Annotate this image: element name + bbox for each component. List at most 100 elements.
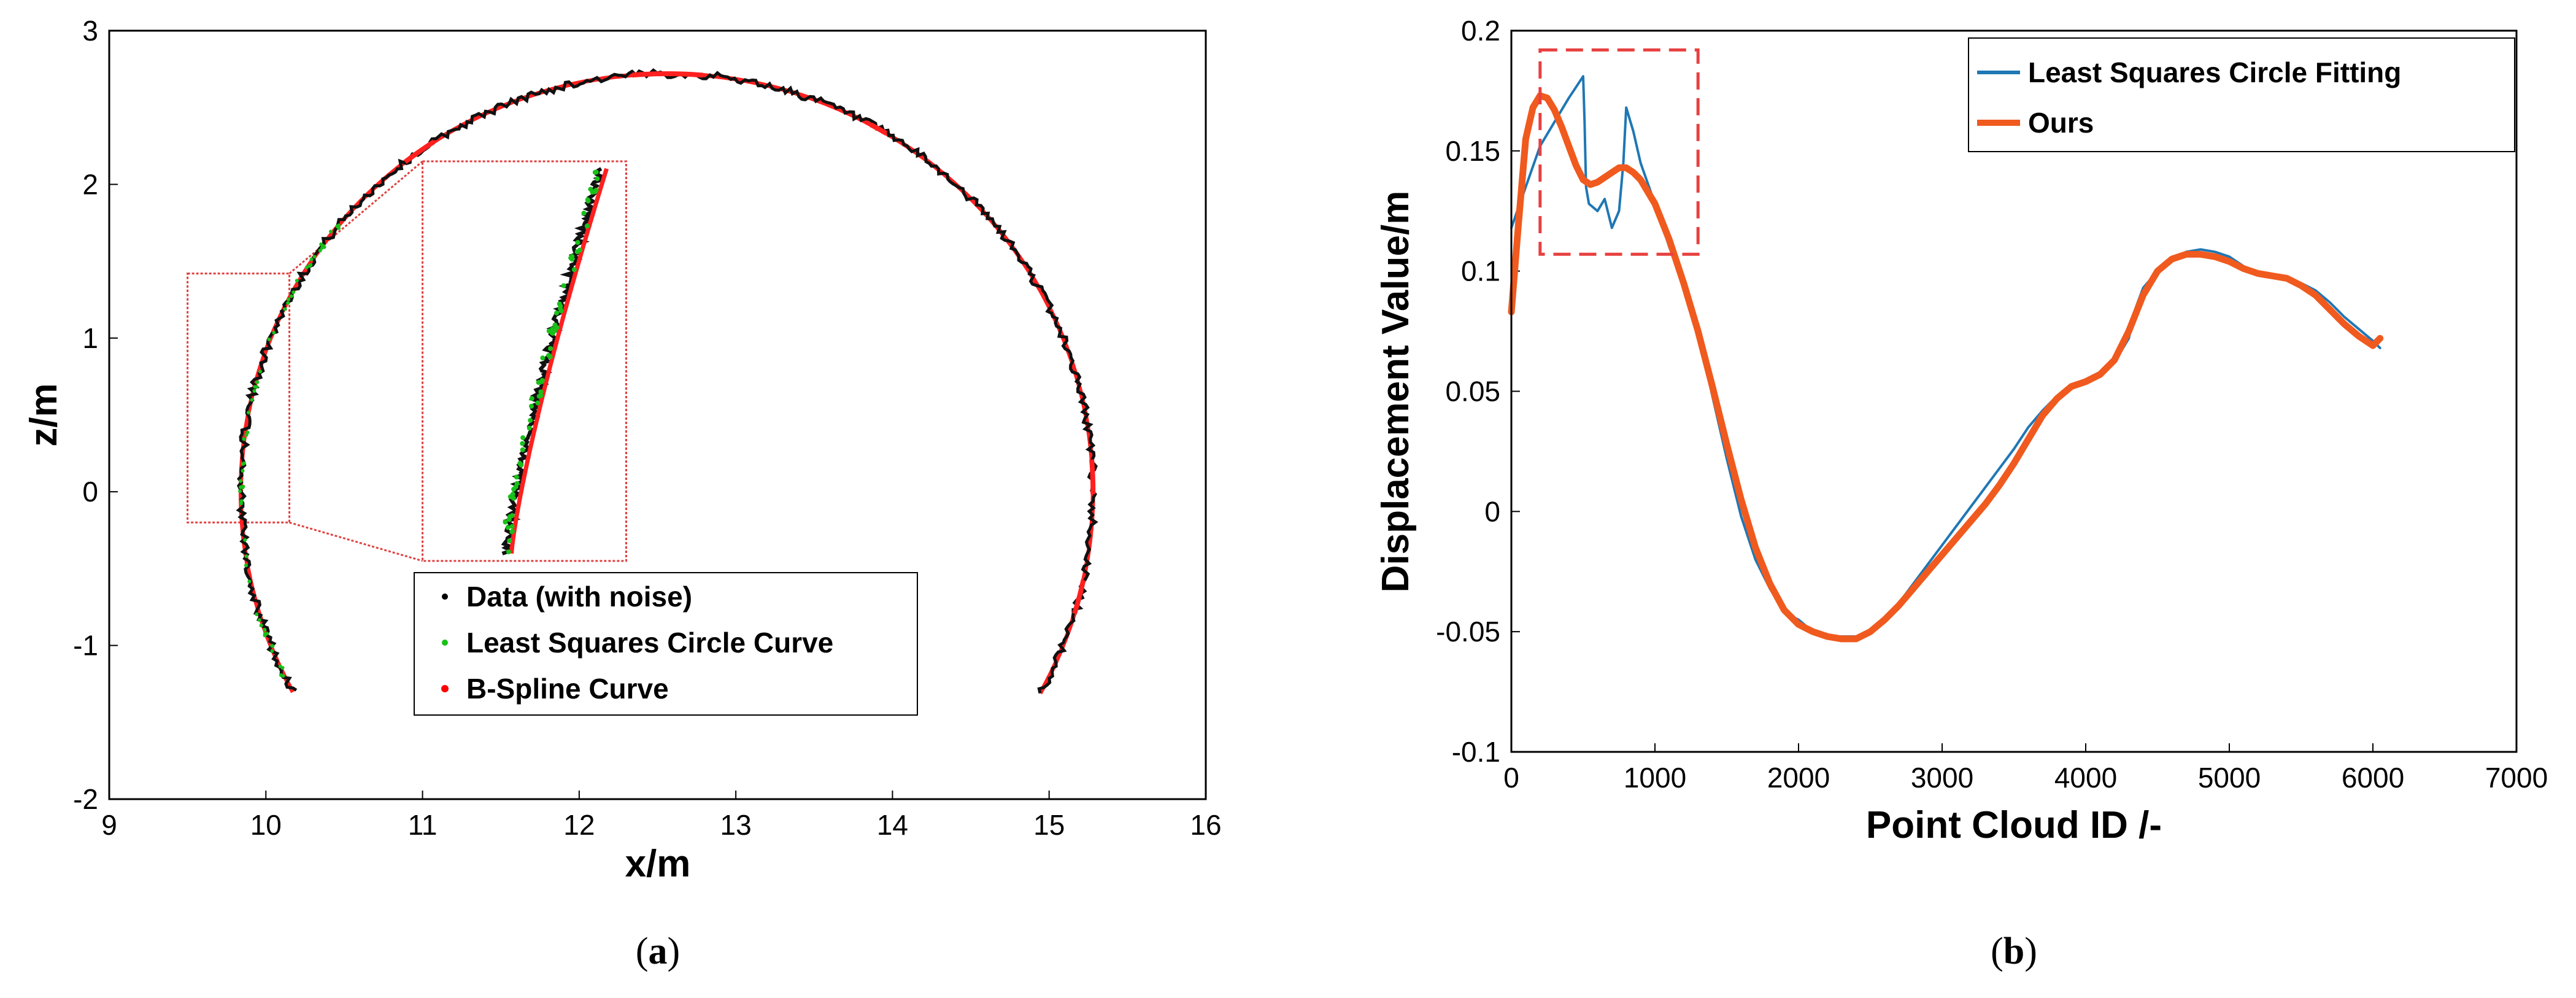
chart-a-zoom-source-box — [187, 273, 291, 524]
chart-b-plot-frame — [1510, 29, 2518, 753]
chart-a-inset-lsq-point — [506, 549, 511, 555]
chart-a-lsq-circle-point — [319, 242, 323, 246]
chart-a-inset-lsq-point — [581, 211, 587, 216]
chart-a-lsq-circle-point — [290, 294, 294, 298]
chart-a-inset-lsq-point — [514, 474, 519, 480]
chart-a-bspline-segment — [870, 122, 888, 136]
legend-marker-data — [442, 594, 448, 600]
chart-a-inset-lsq-point — [561, 283, 566, 288]
chart-a-x-tick-label: 11 — [408, 809, 438, 841]
chart-a-inset-lsq-point — [529, 396, 534, 401]
chart-a-lsq-circle-point — [245, 430, 250, 435]
chart-a-lsq-circle-point — [309, 263, 313, 267]
chart-a-bspline-segment — [1072, 579, 1086, 614]
chart-b-x-axis-label: Point Cloud ID /- — [1866, 804, 2162, 846]
chart-b-x-tick-label: 6000 — [2342, 762, 2404, 794]
chart-a-lsq-circle-point — [309, 257, 314, 261]
chart-a-lsq-circle-point — [267, 337, 271, 341]
chart-a-lsq-circle-point — [258, 369, 263, 374]
chart-a-y-tick-label: 2 — [82, 168, 98, 200]
chart-a-inset-lsq-point — [509, 524, 515, 529]
legend-marker-lsq-circle — [442, 640, 448, 646]
chart-a-lsq-circle-point — [295, 279, 299, 283]
chart-a-lsq-circle-point — [279, 673, 283, 677]
chart-a-lsq-circle-point — [280, 666, 285, 670]
chart-a-lsq-circle-point — [322, 245, 326, 249]
chart-a-bspline-segment — [403, 139, 436, 164]
chart-a-lsq-circle-point — [287, 297, 291, 301]
chart-a-x-axis-label: x/m — [625, 843, 691, 885]
chart-b-legend-box — [1968, 37, 2515, 152]
chart-b-highlight-box — [1538, 48, 1700, 256]
chart-b-series — [1508, 75, 2384, 643]
chart-b-y-tick-label: 0 — [1484, 495, 1500, 527]
chart-a-inset-lsq-point — [510, 492, 515, 497]
chart-a-inset-lsq-point — [503, 519, 508, 525]
chart-a-x-tick-label: 9 — [101, 809, 117, 841]
chart-a-inset-lsq-point — [507, 538, 512, 543]
chart-a-inset-lsq-point — [585, 198, 591, 204]
chart-a-subfigure-label: (a) — [636, 930, 680, 972]
legend-label-lsq-circle: Least Squares Circle Curve — [466, 627, 833, 659]
chart-a-inset-lsq-point — [552, 328, 558, 333]
chart-a-lsq-circle-point — [242, 437, 246, 441]
chart-a-lsq-circle-point — [337, 226, 341, 230]
chart-a-inset-lsq-point — [509, 529, 515, 535]
chart-a-zoom-inset-background — [422, 161, 627, 561]
chart-a-arc-series — [236, 68, 1098, 695]
chart-a-zoom-connector-bottom — [289, 521, 423, 562]
chart-a-zoom-connector-top — [288, 160, 423, 274]
chart-b-y-tick-label: 0.05 — [1445, 376, 1500, 408]
chart-a-lsq-circle-point — [304, 265, 309, 269]
chart-a-x-tick-label: 16 — [1190, 809, 1221, 841]
chart-a-lsq-circle-point — [257, 618, 261, 622]
chart-b-y-axis-label: Displacement Value/m — [1375, 191, 1417, 593]
chart-a-inset-lsq-point — [554, 311, 560, 315]
chart-b-highlight-rect — [1538, 48, 1700, 256]
chart-a-bspline-segment — [1089, 459, 1096, 495]
chart-b-legend: Least Squares Circle Fitting Ours — [1968, 37, 2515, 152]
chart-b-x-tick-label: 7000 — [2485, 762, 2548, 794]
chart-a-lsq-circle-point — [250, 398, 254, 402]
chart-a-lsq-circle-point — [244, 563, 248, 568]
chart-a-lsq-circle-point — [318, 249, 322, 253]
legend-label-bspline: B-Spline Curve — [466, 673, 669, 705]
chart-a-legend-box — [414, 572, 918, 716]
chart-a-inset-lsq-point — [574, 249, 580, 255]
chart-a-inset-lsq-point — [548, 346, 553, 351]
chart-a-lsq-circle-point — [329, 230, 333, 234]
chart-b-y-tick-label: 0.2 — [1461, 15, 1500, 47]
chart-a-inset-lsq-point — [517, 460, 523, 466]
chart-a-lsq-circle-point — [239, 479, 243, 483]
chart-a-bspline-segment — [632, 71, 703, 78]
chart-a-lsq-circle-point — [259, 623, 263, 627]
chart-a-inset-lsq-point — [509, 513, 515, 518]
chart-a-y-tick-label: 3 — [82, 15, 98, 47]
chart-a-inset-lsq-point — [505, 525, 511, 530]
chart-a-inset-lsq-point — [506, 517, 512, 522]
chart-a-zoom-connectors — [187, 160, 423, 562]
chart-a-inset-lsq-point — [528, 417, 533, 423]
chart-a-lsq-circle-point — [244, 554, 249, 559]
legend-marker-bspline — [441, 685, 449, 692]
chart-a-inset-lsq-point — [526, 425, 532, 431]
chart-b-x-tick-label: 5000 — [2198, 762, 2261, 794]
chart-a-x-tick-label: 10 — [250, 809, 282, 841]
chart-a-inset-lsq-point — [593, 169, 599, 175]
legend-label-lsq-fitting: Least Squares Circle Fitting — [2028, 56, 2401, 88]
chart-a-y-axis-label: z/m — [23, 383, 65, 446]
chart-a-lsq-circle-point — [241, 485, 245, 490]
chart-a-lsq-circle-point — [239, 499, 244, 503]
chart-a-lsq-circle-point — [252, 389, 256, 393]
chart-b-x-tick-label: 2000 — [1767, 762, 1830, 794]
chart-b-x-tick-label: 0 — [1503, 762, 1519, 794]
chart-a-plot-frame — [108, 29, 1207, 800]
chart-a-inset-lsq-point — [538, 393, 544, 398]
chart-a-inset-lsq-point — [520, 447, 525, 452]
chart-a-inset-lsq-point — [584, 223, 590, 229]
chart-b-y-tick-label: 0.15 — [1445, 135, 1500, 167]
chart-a-inset-lsq-point — [558, 308, 564, 314]
chart-a-inset-lsq-point — [539, 377, 545, 383]
